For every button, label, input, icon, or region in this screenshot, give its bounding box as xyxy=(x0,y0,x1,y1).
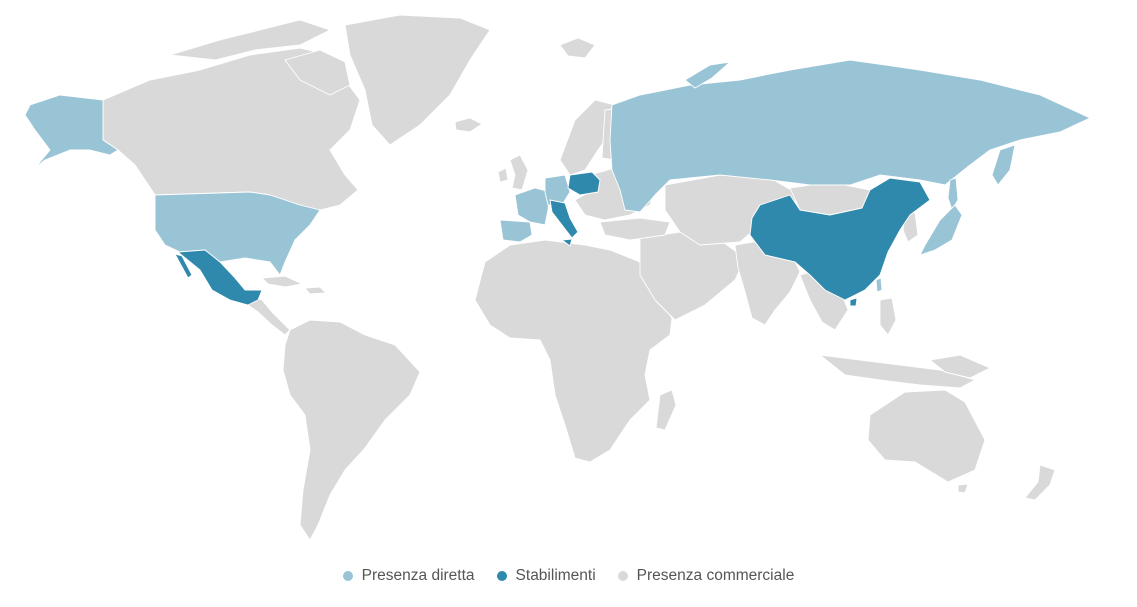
region-sicily[interactable] xyxy=(561,238,573,247)
region-mexico[interactable] xyxy=(177,249,263,306)
region-ireland[interactable] xyxy=(497,167,509,183)
region-new-zealand[interactable] xyxy=(1024,464,1056,501)
region-japan[interactable] xyxy=(919,204,963,256)
legend-label-plants: Stabilimenti xyxy=(515,567,596,584)
region-turkey[interactable] xyxy=(599,217,671,241)
legend-label-direct: Presenza diretta xyxy=(361,567,475,584)
region-novaya-zemlya[interactable] xyxy=(684,61,731,89)
region-greenland[interactable] xyxy=(344,14,491,146)
plant-regions xyxy=(174,171,931,307)
region-philippines[interactable] xyxy=(879,297,897,336)
region-tasmania[interactable] xyxy=(957,483,969,494)
legend-item-plants[interactable]: Stabilimenti xyxy=(496,567,596,585)
region-taiwan[interactable] xyxy=(875,277,883,293)
legend-dot-direct-icon xyxy=(342,571,353,581)
legend-item-direct[interactable]: Presenza diretta xyxy=(342,567,475,585)
region-baja[interactable] xyxy=(174,253,193,279)
region-new-guinea[interactable] xyxy=(929,354,991,379)
direct-regions xyxy=(24,59,1091,293)
legend-label-commercial: Presenza commerciale xyxy=(636,567,795,584)
region-australia[interactable] xyxy=(867,389,986,483)
legend-item-commercial[interactable]: Presenza commerciale xyxy=(617,567,795,585)
legend-dot-commercial-icon xyxy=(617,571,628,581)
region-russia[interactable] xyxy=(609,59,1091,213)
region-svalbard[interactable] xyxy=(559,37,596,59)
region-uk[interactable] xyxy=(509,154,529,191)
region-alaska[interactable] xyxy=(24,94,119,169)
region-hainan[interactable] xyxy=(849,297,858,307)
region-madagascar[interactable] xyxy=(655,389,677,431)
region-france[interactable] xyxy=(514,187,551,226)
commercial-regions xyxy=(102,14,1056,541)
region-kamchatka[interactable] xyxy=(991,144,1016,186)
region-germany[interactable] xyxy=(544,174,571,206)
region-cuba[interactable] xyxy=(261,275,303,288)
legend-dot-plants-icon xyxy=(496,571,507,581)
region-central-america[interactable] xyxy=(247,295,291,336)
region-iceland[interactable] xyxy=(454,117,483,133)
map-legend: Presenza diretta Stabilimenti Presenza c… xyxy=(0,564,1137,588)
region-poland[interactable] xyxy=(567,171,601,196)
region-united-states[interactable] xyxy=(154,191,321,276)
region-italy[interactable] xyxy=(549,199,579,239)
region-arctic-islands[interactable] xyxy=(169,19,331,61)
region-spain[interactable] xyxy=(499,219,533,243)
region-sakhalin[interactable] xyxy=(947,177,959,211)
region-hispaniola[interactable] xyxy=(304,286,327,295)
region-baffin[interactable] xyxy=(284,49,351,96)
region-canada[interactable] xyxy=(102,47,361,211)
region-indonesia[interactable] xyxy=(819,354,976,389)
region-china[interactable] xyxy=(749,177,931,301)
region-africa[interactable] xyxy=(474,239,673,463)
region-south-america[interactable] xyxy=(282,319,421,541)
